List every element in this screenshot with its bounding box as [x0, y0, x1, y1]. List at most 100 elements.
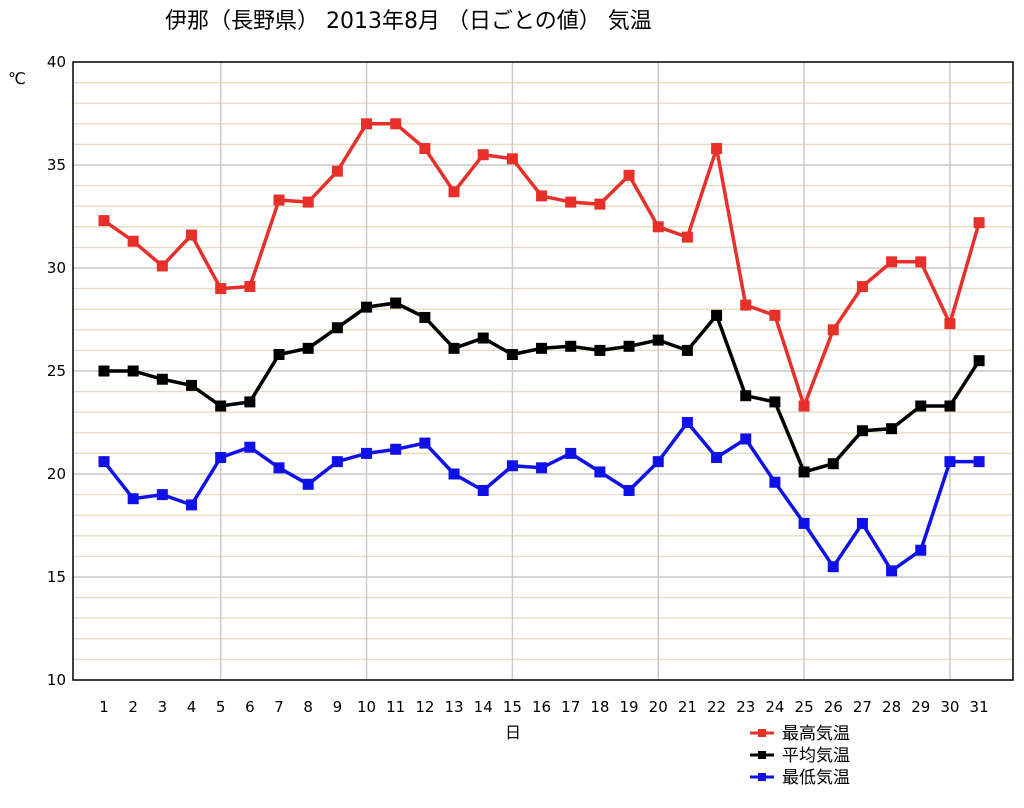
data-point	[565, 196, 577, 208]
data-point	[215, 283, 227, 295]
data-point	[740, 433, 752, 445]
data-point	[886, 423, 898, 435]
x-tick-label: 23	[736, 698, 755, 716]
data-point	[215, 452, 227, 464]
data-point	[448, 342, 460, 354]
y-tick-label: 25	[47, 362, 66, 380]
x-tick-label: 16	[532, 698, 551, 716]
data-point	[886, 565, 898, 577]
x-tick-label: 5	[216, 698, 226, 716]
data-point	[390, 297, 402, 309]
data-point	[506, 460, 518, 472]
series-2	[98, 297, 985, 478]
data-point	[681, 417, 693, 428]
x-tick-label: 20	[649, 698, 668, 716]
x-tick-label: 9	[333, 698, 343, 716]
x-tick-label: 7	[274, 698, 284, 716]
x-tick-label: 26	[824, 698, 843, 716]
data-point	[477, 149, 489, 161]
y-tick-label: 35	[47, 156, 66, 174]
data-point	[244, 396, 256, 408]
legend-swatch-marker	[758, 751, 766, 759]
y-tick-labels: 10 15 20 25 30 35 40	[47, 53, 66, 689]
data-point	[681, 231, 693, 243]
data-point	[186, 229, 198, 241]
x-tick-label: 31	[970, 698, 989, 716]
data-point	[98, 365, 110, 377]
y-tick-label: 15	[47, 568, 66, 586]
y-tick-label: 40	[47, 53, 66, 71]
data-point	[390, 118, 402, 130]
data-point	[186, 499, 198, 511]
data-point	[711, 309, 723, 321]
data-point	[98, 456, 110, 468]
x-tick-labels: 1 2 3 4 5 6 7 8 9 10 11 12 13 14 15 16 17 18 19 20 21 22 23 24 2…	[99, 698, 988, 716]
data-point	[973, 355, 985, 367]
data-point	[944, 456, 956, 468]
data-point	[186, 379, 198, 391]
data-point	[856, 281, 868, 293]
data-point	[681, 344, 693, 356]
data-point	[302, 196, 314, 208]
data-point	[127, 235, 139, 247]
data-point	[506, 349, 518, 361]
x-tick-label: 10	[357, 698, 376, 716]
x-tick-label: 22	[707, 698, 726, 716]
chart-title: 伊那（長野県） 2013年8月 （日ごとの値） 気温	[165, 9, 652, 34]
data-point	[915, 256, 927, 268]
data-point	[302, 342, 314, 354]
data-point	[915, 544, 927, 556]
x-tick-label: 29	[911, 698, 930, 716]
data-point	[973, 456, 985, 468]
legend-label: 平均気温	[782, 746, 850, 766]
data-point	[419, 143, 431, 155]
x-tick-label: 18	[590, 698, 609, 716]
data-point	[156, 373, 168, 385]
y-tick-label: 20	[47, 465, 66, 483]
data-point	[331, 165, 343, 177]
data-point	[594, 344, 606, 356]
data-point	[711, 452, 723, 464]
x-tick-label: 12	[415, 698, 434, 716]
data-point	[827, 324, 839, 336]
y-tick-label: 30	[47, 259, 66, 277]
data-point	[244, 441, 256, 453]
data-point	[652, 456, 664, 468]
legend-item: 最低気温	[750, 768, 850, 788]
data-point	[536, 190, 548, 202]
data-point	[944, 318, 956, 330]
x-tick-label: 28	[882, 698, 901, 716]
data-point	[769, 396, 781, 408]
data-point	[361, 118, 373, 130]
data-point	[652, 334, 664, 346]
data-point	[273, 462, 285, 474]
x-tick-label: 2	[128, 698, 138, 716]
data-point	[769, 476, 781, 488]
data-point	[477, 332, 489, 344]
legend-label: 最低気温	[782, 768, 850, 788]
legend-label: 最高気温	[782, 724, 850, 744]
legend-item: 平均気温	[750, 746, 850, 766]
data-point	[565, 447, 577, 459]
y-axis-label: ℃	[8, 69, 26, 88]
x-tick-label: 19	[620, 698, 639, 716]
data-point	[740, 390, 752, 402]
legend-item: 最高気温	[750, 724, 850, 744]
x-tick-label: 1	[99, 698, 109, 716]
data-point	[769, 309, 781, 321]
x-tick-label: 24	[765, 698, 784, 716]
legend-swatch-marker	[758, 773, 766, 781]
data-point	[127, 493, 139, 505]
data-point	[623, 169, 635, 181]
data-point	[827, 458, 839, 470]
data-point	[798, 466, 810, 478]
x-tick-label: 21	[678, 698, 697, 716]
x-tick-label: 25	[795, 698, 814, 716]
data-point	[594, 466, 606, 478]
data-point	[623, 340, 635, 352]
x-tick-label: 8	[303, 698, 313, 716]
data-point	[856, 425, 868, 437]
x-tick-label: 17	[561, 698, 580, 716]
data-point	[361, 447, 373, 459]
